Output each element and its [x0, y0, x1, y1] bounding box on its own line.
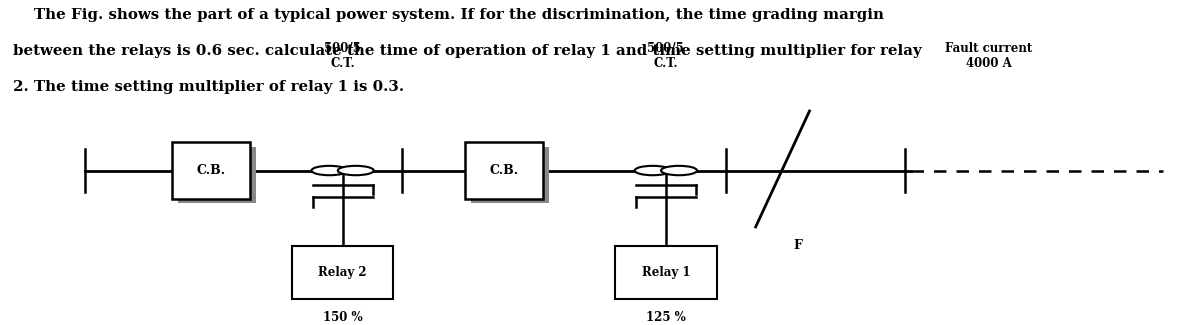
Text: Fault current
4000 A: Fault current 4000 A	[946, 42, 1033, 70]
Text: C.B.: C.B.	[197, 164, 226, 177]
Text: Relay 1: Relay 1	[642, 266, 690, 279]
Text: The Fig. shows the part of a typical power system. If for the discrimination, th: The Fig. shows the part of a typical pow…	[13, 8, 884, 22]
FancyBboxPatch shape	[472, 147, 550, 203]
FancyBboxPatch shape	[466, 142, 544, 199]
Text: F: F	[793, 239, 802, 252]
Circle shape	[312, 166, 347, 175]
Circle shape	[635, 166, 671, 175]
Text: 2. The time setting multiplier of relay 1 is 0.3.: 2. The time setting multiplier of relay …	[13, 80, 404, 94]
FancyBboxPatch shape	[172, 142, 250, 199]
Text: Relay 2: Relay 2	[318, 266, 367, 279]
Text: between the relays is 0.6 sec. calculate the time of operation of relay 1 and ti: between the relays is 0.6 sec. calculate…	[13, 44, 922, 58]
FancyBboxPatch shape	[178, 147, 256, 203]
Text: 125 %: 125 %	[646, 311, 685, 324]
Text: 150 %: 150 %	[323, 311, 362, 324]
Circle shape	[661, 166, 697, 175]
Text: C.B.: C.B.	[490, 164, 518, 177]
Text: 500/5
C.T.: 500/5 C.T.	[648, 42, 684, 70]
FancyBboxPatch shape	[614, 246, 716, 299]
FancyBboxPatch shape	[292, 246, 394, 299]
Text: 500/5
C.T.: 500/5 C.T.	[324, 42, 361, 70]
Circle shape	[338, 166, 373, 175]
